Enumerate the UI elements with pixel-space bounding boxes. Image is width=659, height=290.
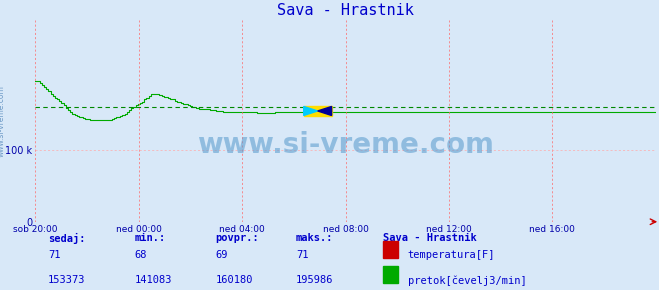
Polygon shape (304, 106, 318, 115)
Text: 71: 71 (47, 250, 60, 260)
Text: sedaj:: sedaj: (47, 233, 85, 244)
Text: 141083: 141083 (134, 275, 172, 285)
Text: min.:: min.: (134, 233, 166, 243)
Text: povpr.:: povpr.: (215, 233, 259, 243)
Text: temperatura[F]: temperatura[F] (408, 250, 495, 260)
Text: 195986: 195986 (296, 275, 333, 285)
Text: 68: 68 (134, 250, 147, 260)
Text: 160180: 160180 (215, 275, 253, 285)
Text: www.si-vreme.com: www.si-vreme.com (197, 131, 494, 159)
Text: maks.:: maks.: (296, 233, 333, 243)
Bar (383, 266, 398, 283)
Text: www.si-vreme.com: www.si-vreme.com (0, 85, 6, 157)
Text: pretok[čevelj3/min]: pretok[čevelj3/min] (408, 275, 527, 286)
Text: 71: 71 (296, 250, 308, 260)
Text: 69: 69 (215, 250, 228, 260)
Bar (383, 241, 398, 258)
Text: 153373: 153373 (47, 275, 85, 285)
Text: Sava - Hrastnik: Sava - Hrastnik (383, 233, 476, 243)
Polygon shape (318, 106, 331, 115)
Title: Sava - Hrastnik: Sava - Hrastnik (277, 3, 414, 18)
Bar (304, 106, 331, 115)
